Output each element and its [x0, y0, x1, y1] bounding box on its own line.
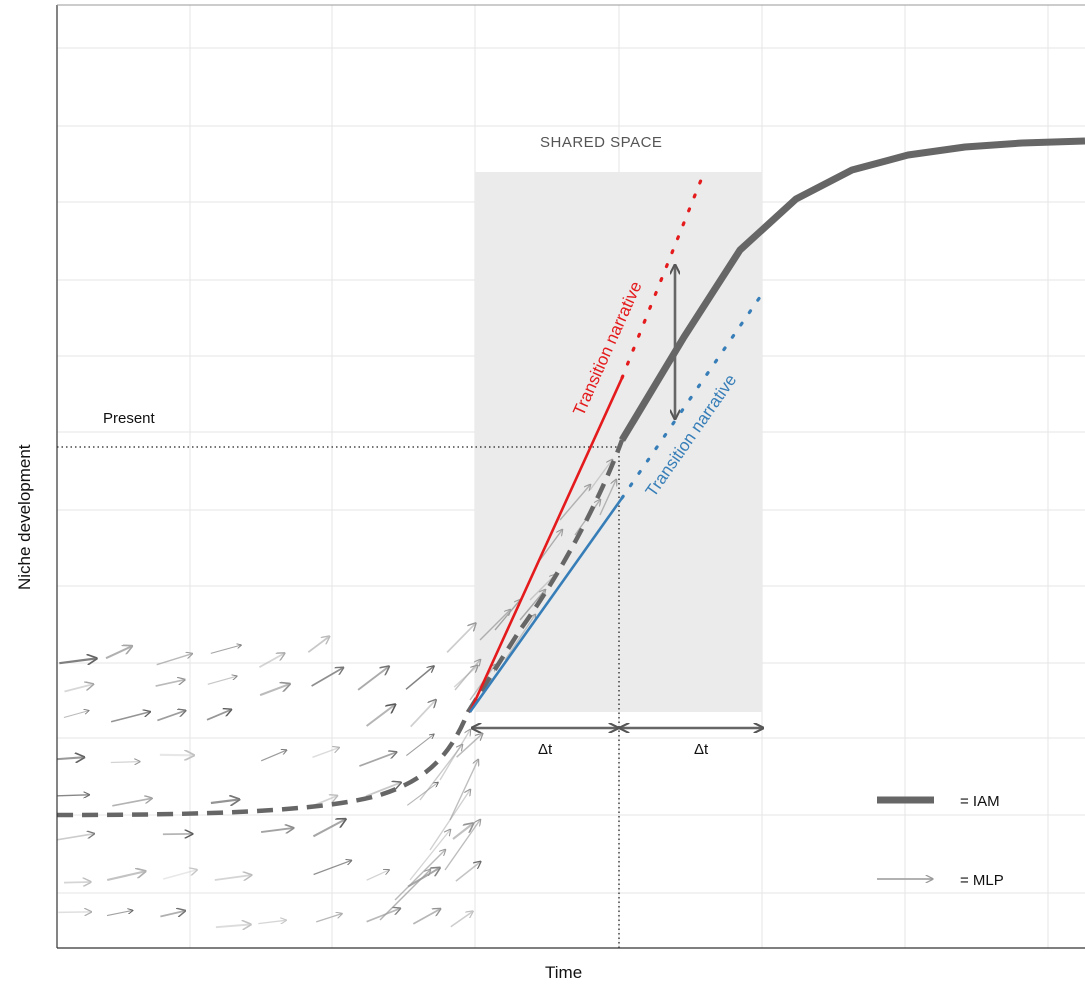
- mlp-arrow: [207, 676, 237, 685]
- mlp-arrow: [589, 460, 612, 491]
- mlp-arrow: [446, 624, 475, 654]
- mlp-arrow: [365, 705, 395, 727]
- mlp-arrow: [405, 667, 433, 690]
- delta-t-left-label: Δt: [538, 741, 553, 758]
- shared-space-region: [475, 172, 762, 712]
- shared-space-label: SHARED SPACE: [540, 134, 662, 151]
- mlp-arrow: [155, 680, 185, 687]
- mlp-arrow: [409, 830, 450, 881]
- mlp-arrow: [206, 710, 231, 721]
- mlp-arrow: [214, 875, 251, 881]
- blue-narrative-line: [468, 497, 624, 713]
- delta-t-right-label: Δt: [694, 741, 709, 758]
- mlp-arrow: [160, 911, 184, 918]
- mlp-arrow: [449, 760, 478, 821]
- mlp-arrow: [504, 615, 535, 661]
- mlp-arrow: [57, 795, 89, 796]
- mlp-arrow: [259, 684, 289, 697]
- mlp-arrow: [494, 600, 520, 631]
- legend-iam-label: = IAM: [960, 793, 1000, 810]
- mlp-arrow: [312, 820, 344, 838]
- mlp-arrow: [406, 783, 437, 806]
- mlp-arrow: [112, 798, 151, 807]
- mlp-arrow: [258, 920, 285, 925]
- mlp-arrow: [159, 755, 193, 756]
- mlp-arrow: [366, 909, 400, 923]
- mlp-arrow: [359, 752, 395, 767]
- mlp-arrow: [260, 828, 292, 832]
- mlp-arrow: [379, 870, 430, 921]
- mlp-arrow: [163, 870, 196, 880]
- legend-mlp-label: = MLP: [960, 872, 1004, 889]
- y-axis-title: Niche development: [15, 444, 34, 590]
- mlp-arrow: [429, 790, 470, 851]
- mlp-arrow: [156, 654, 192, 666]
- mlp-arrow: [452, 824, 472, 840]
- mlp-arrow: [106, 872, 144, 882]
- mlp-arrow: [258, 654, 283, 668]
- mlp-arrow: [559, 485, 590, 521]
- blue-narrative-projection: [620, 295, 762, 500]
- mlp-arrow: [444, 820, 480, 871]
- mlp-arrow: [110, 762, 140, 763]
- mlp-arrow: [311, 668, 343, 687]
- mlp-arrow: [539, 530, 562, 561]
- mlp-arrow: [64, 684, 93, 693]
- mlp-arrow: [210, 645, 241, 654]
- mlp-arrow: [110, 712, 149, 723]
- present-label: Present: [103, 410, 156, 427]
- x-axis-title: Time: [545, 963, 582, 982]
- mlp-arrow: [312, 748, 339, 758]
- mlp-arrow: [529, 575, 555, 601]
- red-narrative-line: [468, 377, 624, 713]
- mlp-arrow: [59, 659, 95, 664]
- mlp-arrow-field: [57, 460, 617, 927]
- mlp-arrow: [313, 861, 351, 876]
- iam-historical-path: [56, 439, 625, 818]
- mlp-arrow: [315, 914, 341, 923]
- mlp-arrow: [455, 862, 480, 882]
- mlp-arrow: [456, 734, 482, 758]
- mlp-arrow: [63, 711, 88, 719]
- mlp-arrow: [210, 800, 238, 803]
- mlp-arrow: [410, 700, 436, 728]
- mlp-arrow: [419, 745, 462, 801]
- mlp-arrow: [106, 911, 132, 917]
- mlp-arrow: [157, 711, 184, 722]
- mlp-arrow: [365, 783, 400, 798]
- mlp-arrow: [57, 834, 94, 841]
- mlp-arrow: [307, 637, 328, 653]
- mlp-arrow: [454, 660, 480, 691]
- mlp-arrow: [479, 610, 510, 641]
- mlp-arrow: [519, 590, 545, 621]
- mlp-arrow: [63, 882, 90, 883]
- mlp-arrow: [599, 480, 616, 516]
- iam-projection-curve: [619, 137, 1085, 442]
- legend: = IAM = MLP: [877, 793, 1004, 889]
- mlp-arrow: [260, 750, 286, 762]
- mlp-arrow: [450, 912, 473, 928]
- mlp-arrow: [58, 912, 90, 913]
- mlp-arrow: [406, 735, 433, 757]
- mlp-arrow: [215, 925, 250, 928]
- mlp-arrow: [412, 909, 439, 925]
- mlp-arrow: [394, 850, 445, 901]
- mlp-arrow: [105, 647, 131, 660]
- mlp-arrow: [357, 667, 388, 691]
- mlp-arrow: [57, 757, 83, 759]
- mlp-arrow: [366, 870, 389, 881]
